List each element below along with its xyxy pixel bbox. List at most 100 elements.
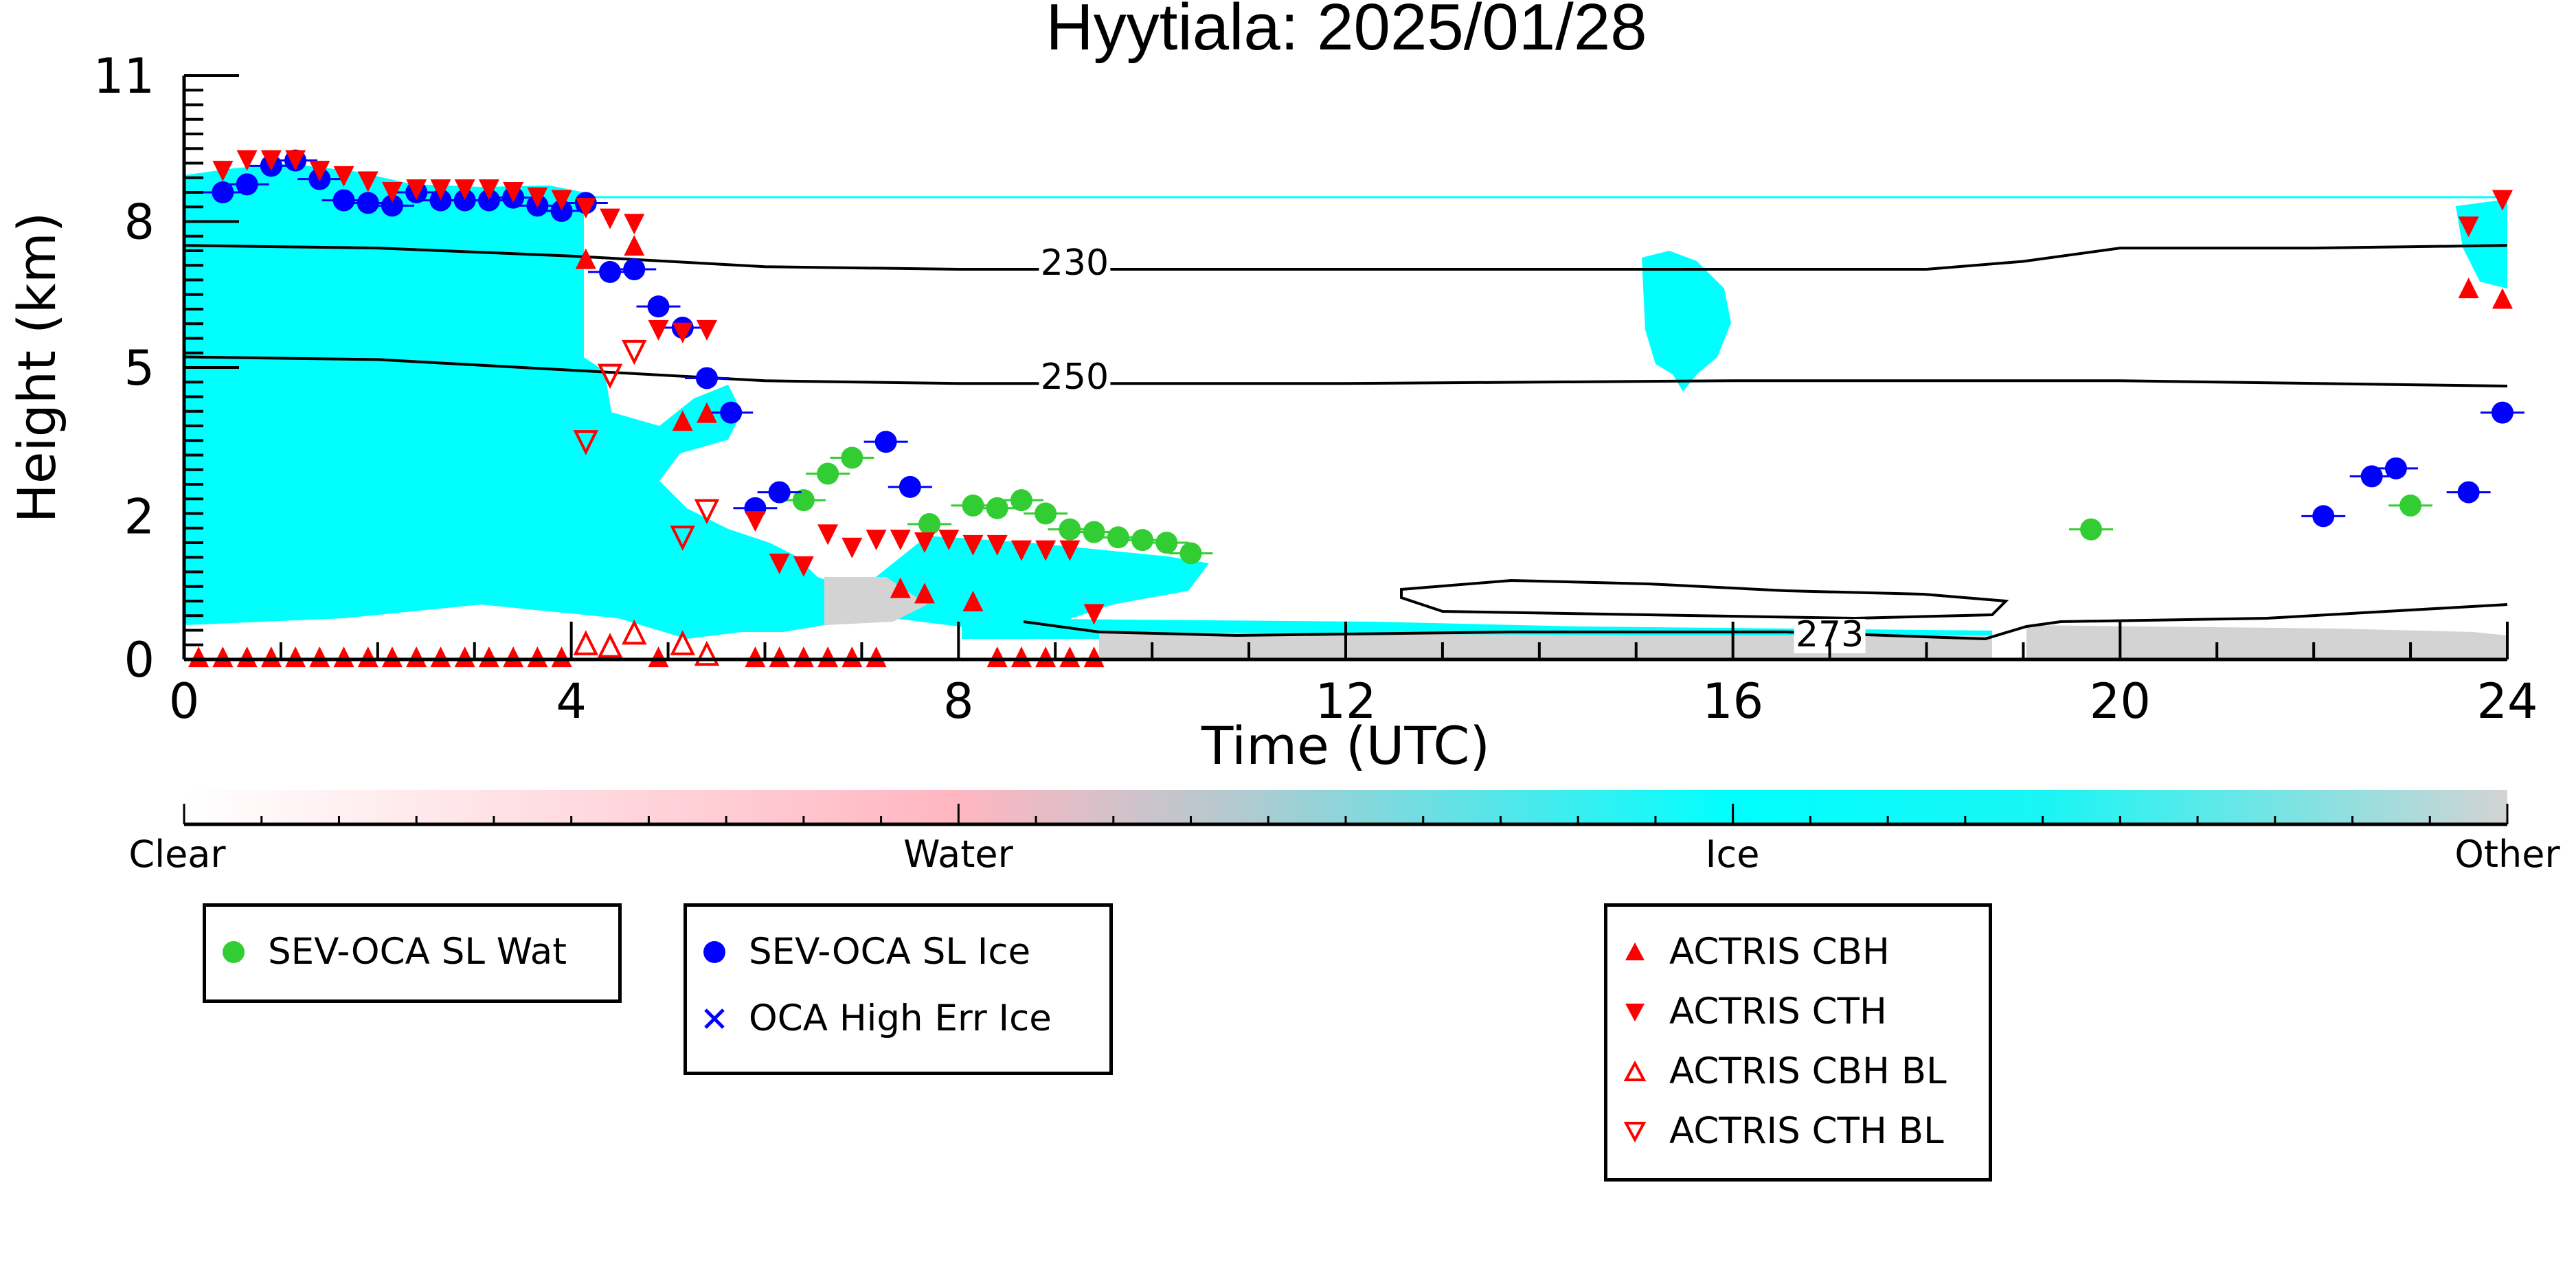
data-point-triangle-down xyxy=(986,534,1008,556)
data-point-circle xyxy=(2384,457,2407,479)
data-point-circle xyxy=(2399,494,2422,517)
y-ticks: 0 2 5 8 11 xyxy=(93,48,239,688)
data-point-circle xyxy=(453,189,476,212)
data-point-triangle-up-open xyxy=(670,630,695,655)
legend-item: ACTRIS CTH xyxy=(1607,991,1887,1032)
data-point-circle xyxy=(695,367,718,389)
data-point-triangle-up-open xyxy=(622,619,647,645)
data-point-triangle-down xyxy=(793,556,814,577)
data-point-triangle-up xyxy=(962,591,984,611)
y-tick-label: 5 xyxy=(124,340,155,396)
legend-marker-red-triangle-down-open xyxy=(1607,1111,1669,1152)
data-point-triangle-down-open xyxy=(622,339,647,365)
data-point-circle xyxy=(962,494,984,517)
colorbar-label-ice: Ice xyxy=(1706,833,1760,876)
data-point-circle xyxy=(2491,401,2513,424)
data-point-triangle-up xyxy=(236,646,258,668)
x-tick-label: 0 xyxy=(169,673,200,730)
data-point-circle xyxy=(477,189,500,212)
contour-line-230 xyxy=(183,244,2508,271)
ice-cloud-edge xyxy=(2456,199,2507,289)
y-tick-label: 11 xyxy=(93,48,155,104)
data-point-triangle-down xyxy=(406,179,427,201)
data-point-circle xyxy=(212,181,234,203)
y-axis-label: Height (km) xyxy=(6,212,67,523)
data-point-triangle-down xyxy=(2492,190,2513,211)
legend-item: SEV-OCA SL Ice xyxy=(687,931,1030,973)
x-tick-label: 8 xyxy=(943,673,974,730)
colorbar-ticks xyxy=(183,804,2509,824)
data-point-triangle-up xyxy=(696,402,717,423)
data-point-triangle-down-open xyxy=(670,526,695,551)
colorbar-label-water: Water xyxy=(903,833,1013,876)
data-point-triangle-up xyxy=(672,410,693,431)
data-point-circle xyxy=(2457,481,2480,504)
data-point-circle xyxy=(647,295,670,318)
data-point-circle xyxy=(623,258,646,281)
data-point-circle xyxy=(874,431,897,453)
colorbar-label-clear: Clear xyxy=(128,833,226,876)
data-point-triangle-down xyxy=(1035,540,1057,561)
ice-cloud-region xyxy=(184,163,1209,639)
data-point-triangle-up xyxy=(478,646,499,668)
data-point-triangle-down xyxy=(672,322,693,343)
data-point-triangle-down xyxy=(478,179,499,201)
data-point-triangle-down xyxy=(914,532,936,553)
legend-label: ACTRIS CTH BL xyxy=(1669,1110,1944,1152)
data-point-circle xyxy=(1035,502,1057,525)
data-point-circle xyxy=(918,512,941,535)
data-point-triangle-up xyxy=(1059,646,1081,668)
data-point-circle xyxy=(1155,532,1178,554)
data-point-triangle-up xyxy=(817,646,839,668)
legend-label: SEV-OCA SL Ice xyxy=(749,931,1031,973)
contour-label-bg xyxy=(1039,247,1111,282)
legend-label: ACTRIS CTH xyxy=(1669,991,1887,1032)
data-point-triangle-up xyxy=(841,646,863,668)
legend-marker-blue-x xyxy=(687,998,749,1039)
data-point-triangle-down xyxy=(430,179,451,201)
x-tick-label: 20 xyxy=(2090,673,2151,730)
legend-marker-blue-circle xyxy=(687,931,749,973)
data-point-triangle-down xyxy=(600,208,621,229)
data-point-triangle-down xyxy=(648,319,669,341)
data-point-triangle-down xyxy=(1059,540,1081,561)
data-point-triangle-up xyxy=(333,646,354,668)
data-point-circle xyxy=(768,481,791,504)
legend-box-water: SEV-OCA SL Wat xyxy=(203,903,622,1003)
data-point-triangle-up-open xyxy=(597,633,623,658)
data-markers xyxy=(188,149,2524,668)
data-point-triangle-down xyxy=(890,530,911,551)
data-point-triangle-up xyxy=(454,646,475,668)
x-tick-label: 4 xyxy=(556,673,587,730)
data-point-triangle-up xyxy=(309,646,330,668)
x-tick-label: 24 xyxy=(2476,673,2538,730)
data-point-triangle-up xyxy=(406,646,427,668)
data-point-triangle-down xyxy=(1083,604,1105,625)
data-point-triangle-up xyxy=(357,646,379,668)
data-point-triangle-down xyxy=(817,524,839,545)
data-point-triangle-down xyxy=(938,530,960,551)
data-point-circle xyxy=(332,189,355,212)
data-point-triangle-up xyxy=(381,646,403,668)
data-point-triangle-up xyxy=(260,646,282,668)
data-point-triangle-up xyxy=(551,646,572,668)
data-point-triangle-up-open xyxy=(694,640,720,666)
data-point-triangle-up xyxy=(2458,278,2479,299)
x-tick-label: 16 xyxy=(1702,673,1763,730)
contour-label-bg xyxy=(1039,361,1111,396)
data-point-triangle-up xyxy=(624,235,645,256)
data-point-triangle-down xyxy=(527,187,548,208)
data-point-circle xyxy=(986,497,1008,519)
data-point-triangle-up xyxy=(866,646,887,668)
data-point-triangle-down xyxy=(285,150,306,171)
data-point-triangle-down xyxy=(841,537,863,558)
data-point-triangle-down xyxy=(866,530,887,551)
legend-item: SEV-OCA SL Wat xyxy=(206,931,567,973)
data-point-circle xyxy=(1010,489,1032,512)
data-point-triangle-down xyxy=(769,553,790,574)
y-tick-label: 2 xyxy=(124,488,155,545)
data-point-triangle-down xyxy=(236,150,258,171)
data-point-triangle-up xyxy=(285,646,306,668)
data-point-triangle-down xyxy=(745,511,766,532)
